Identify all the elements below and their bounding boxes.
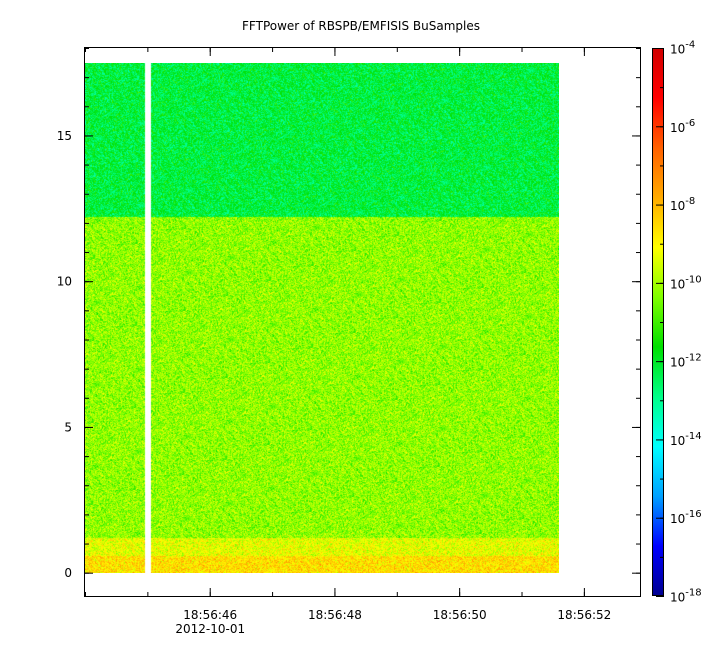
spectrogram-raster: [85, 63, 559, 573]
colorbar: 10-4 10-6 10-8 10-10 10-12 10-14 10-16 10-18: [652, 40, 702, 605]
plot-frame: [84, 47, 641, 597]
colorbar-tick-label: 10-8: [670, 196, 695, 213]
colorbar-tick-label: 10-18: [670, 588, 702, 605]
chart-title: FFTPower of RBSPB/EMFISIS BuSamples: [242, 19, 480, 33]
colorbar-tick-label: 10-10: [670, 274, 702, 291]
colorbar-tick-label: 10-4: [670, 40, 695, 57]
colorbar-tick-label: 10-14: [670, 431, 702, 448]
colorbar-tick-label: 10-12: [670, 353, 702, 370]
colorbar-tick-label: 10-16: [670, 509, 702, 526]
x-tick-label: 18:56:50: [433, 608, 487, 622]
y-axis: 0 5 10 15: [57, 48, 640, 580]
x-date-label: 2012-10-01: [175, 622, 245, 636]
colorbar-tick-label: 10-6: [670, 118, 695, 135]
y-tick-label: 10: [57, 275, 72, 289]
y-tick-label: 15: [57, 129, 72, 143]
y-tick-label: 0: [64, 566, 72, 580]
x-tick-label: 18:56:48: [308, 608, 362, 622]
x-tick-label: 18:56:46: [183, 608, 237, 622]
y-tick-label: 5: [64, 420, 72, 434]
colorbar-gradient: [652, 48, 664, 596]
x-tick-label: 18:56:52: [557, 608, 611, 622]
